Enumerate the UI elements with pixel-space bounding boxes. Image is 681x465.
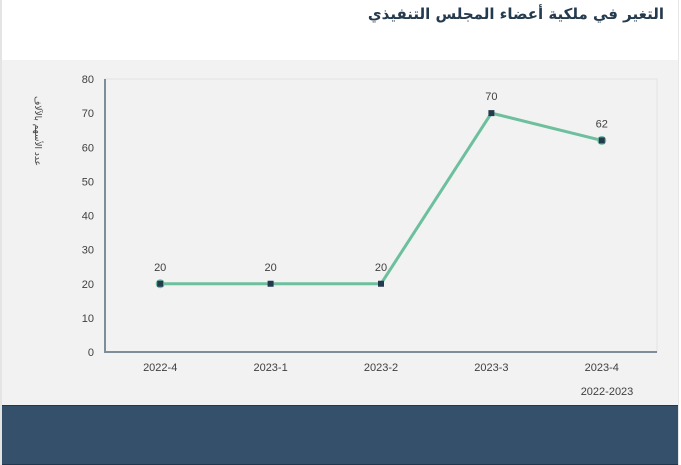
y-tick-label: 70 [82,108,94,120]
left-border [0,0,2,465]
data-labels: 20 20 20 70 62 [154,91,608,274]
x-tick-label: 2022-4 [143,362,177,374]
y-tick-label: 80 [82,74,94,86]
x-tick-label: 2023-2 [364,362,398,374]
data-label: 20 [375,262,387,274]
y-tick-label: 60 [82,142,94,154]
data-markers [155,110,607,289]
footer-band [2,405,678,465]
x-tick-label: 2023-3 [474,362,508,374]
x-tick-label: 2023-1 [253,362,287,374]
y-axis-ticks: 0 10 20 30 40 50 60 70 80 [82,74,94,359]
x-tick-label: 2023-4 [585,362,619,374]
data-label: 62 [596,118,608,130]
data-point-marker [378,280,384,287]
right-border [678,0,681,465]
y-tick-label: 10 [82,313,94,325]
x-axis-label: 2022-2023 [581,386,634,398]
y-tick-label: 20 [82,279,94,291]
data-label: 20 [154,262,166,274]
y-tick-label: 0 [88,347,94,359]
data-point-marker [598,137,605,144]
x-axis-ticks: 2022-4 2023-1 2023-2 2023-3 2023-4 [143,362,619,374]
data-point-marker [488,110,495,117]
y-tick-label: 50 [82,176,94,188]
data-point-marker [267,280,274,287]
y-axis-label: عدد الأسهم بالآلاف [32,96,42,166]
data-label: 70 [485,91,497,103]
data-label: 20 [264,262,276,274]
y-tick-label: 40 [82,211,94,223]
chart-title: التغير في ملكية أعضاء المجلس التنفيذي [367,5,664,23]
header: التغير في ملكية أعضاء المجلس التنفيذي [2,0,678,60]
y-tick-label: 30 [82,245,94,257]
plot-area [104,78,658,353]
data-point-marker [157,280,164,287]
